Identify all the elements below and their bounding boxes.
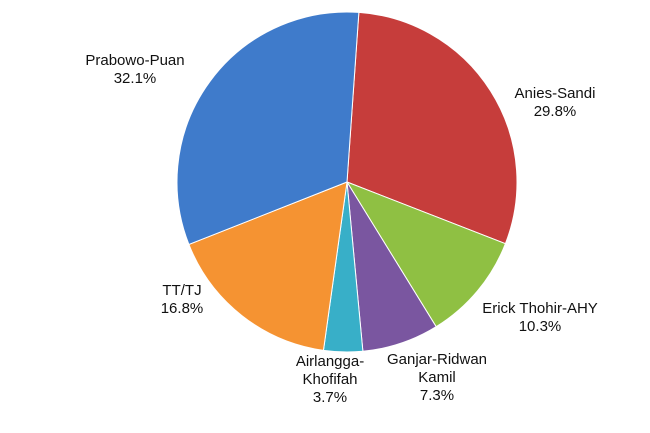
pie-slice bbox=[188, 181, 348, 351]
slice-label: Airlangga-Khofifah 3.7% bbox=[285, 353, 375, 407]
slice-label: TT/TJ 16.8% bbox=[137, 282, 227, 318]
slice-label: Prabowo-Puan 32.1% bbox=[60, 52, 210, 88]
slice-label: Anies-Sandi 29.8% bbox=[500, 85, 610, 121]
pie-slice bbox=[346, 11, 518, 245]
value-label: 10.3% bbox=[518, 318, 562, 335]
category-label: Anies-Sandi bbox=[514, 85, 596, 102]
pie-slice bbox=[345, 180, 507, 328]
category-label: Airlangga-Khofifah bbox=[295, 353, 365, 388]
category-label: Ganjar-Ridwan Kamil bbox=[386, 351, 488, 386]
value-label: 7.3% bbox=[419, 387, 455, 404]
value-label: 32.1% bbox=[113, 70, 157, 87]
category-label: Erick Thohir-AHY bbox=[482, 300, 598, 317]
pie-slice bbox=[176, 11, 360, 246]
slice-label: Erick Thohir-AHY 10.3% bbox=[465, 300, 615, 336]
slice-label: Ganjar-Ridwan Kamil 7.3% bbox=[380, 351, 495, 405]
value-label: 29.8% bbox=[533, 103, 577, 120]
value-label: 16.8% bbox=[160, 300, 204, 317]
category-label: Prabowo-Puan bbox=[85, 52, 185, 69]
category-label: TT/TJ bbox=[162, 282, 202, 299]
value-label: 3.7% bbox=[312, 389, 348, 406]
